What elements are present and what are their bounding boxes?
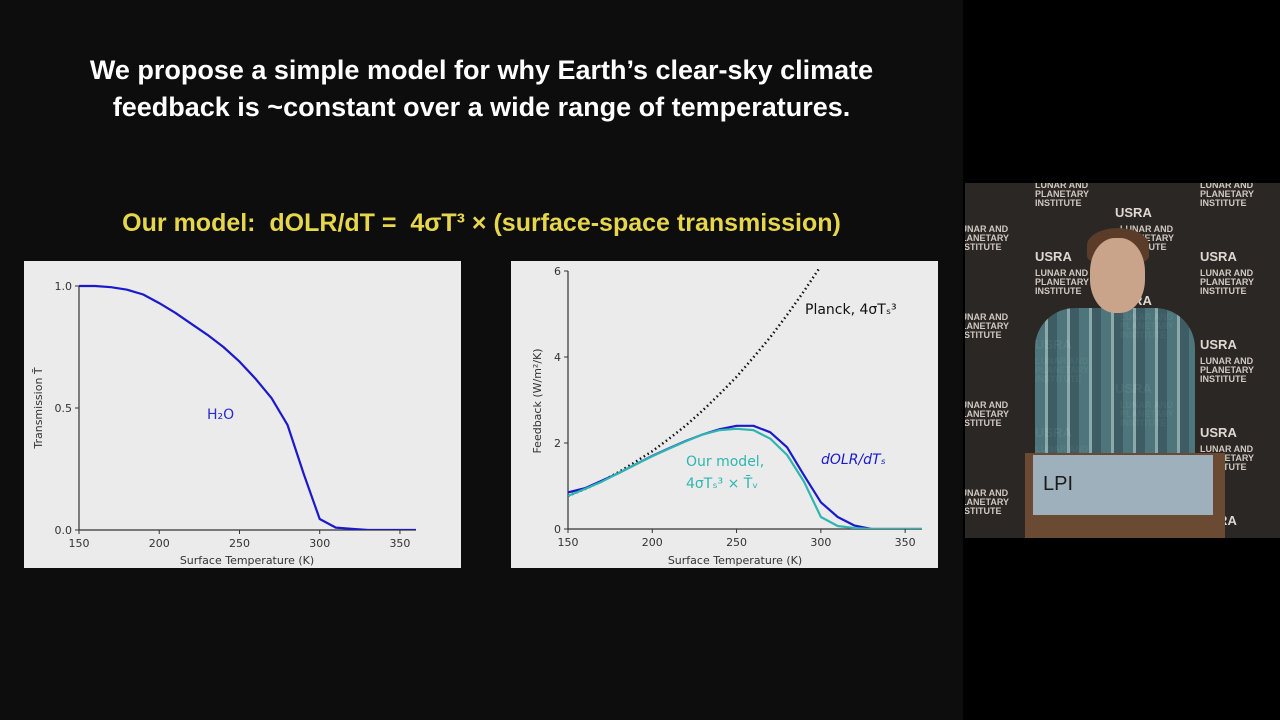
model-label-line-1: Our model, bbox=[686, 454, 764, 470]
lpi-backdrop-logo: LUNAR AND PLANETARY INSTITUTE bbox=[965, 488, 1009, 516]
x-tick-label: 200 bbox=[642, 536, 663, 549]
y-tick-label: 0.0 bbox=[55, 524, 73, 537]
y-tick-label: 0.5 bbox=[55, 402, 73, 415]
y-tick-label: 2 bbox=[554, 437, 561, 450]
x-axis-label: Surface Temperature (K) bbox=[668, 554, 802, 567]
y-tick-label: 6 bbox=[554, 265, 561, 278]
usra-backdrop-logo: USRA bbox=[1200, 337, 1237, 352]
transmission-chart-svg: Surface Temperature (K) Transmission T̄ … bbox=[32, 280, 416, 567]
y-tick-label: 1.0 bbox=[55, 280, 73, 293]
feedback-chart-svg: Surface Temperature (K) Feedback (W/m²/K… bbox=[531, 265, 922, 567]
x-tick-label: 250 bbox=[726, 536, 747, 549]
x-tick-label: 150 bbox=[69, 537, 90, 550]
usra-backdrop-logo: USRA bbox=[1200, 249, 1237, 264]
title-line-1: We propose a simple model for why Earth’… bbox=[89, 55, 874, 85]
x-axis-label: Surface Temperature (K) bbox=[180, 554, 314, 567]
dolr-label: dOLR/dTₛ bbox=[821, 452, 886, 468]
slide: We propose a simple model for why Earth’… bbox=[0, 0, 963, 720]
speaker-body bbox=[1035, 308, 1195, 458]
lpi-backdrop-logo: LUNAR AND PLANETARY INSTITUTE bbox=[965, 312, 1009, 340]
lpi-backdrop-logo: LUNAR AND PLANETARY INSTITUTE bbox=[1200, 268, 1254, 296]
x-tick-label: 200 bbox=[149, 537, 170, 550]
series-line-2 bbox=[568, 427, 922, 529]
x-tick-label: 300 bbox=[810, 536, 831, 549]
y-axis-label: Transmission T̄ bbox=[32, 367, 45, 450]
title-line-2: feedback is ~constant over a wide range … bbox=[112, 92, 851, 122]
usra-backdrop-logo: USRA bbox=[1035, 249, 1072, 264]
speaker-head bbox=[1090, 238, 1145, 313]
x-tick-label: 250 bbox=[229, 537, 250, 550]
usra-backdrop-logo: USRA bbox=[1115, 205, 1152, 220]
lpi-backdrop-logo: LUNAR AND PLANETARY INSTITUTE bbox=[1200, 183, 1254, 208]
lpi-backdrop-logo: LUNAR AND PLANETARY INSTITUTE bbox=[1035, 183, 1089, 208]
series-line-0 bbox=[79, 284, 416, 530]
podium-sign bbox=[1033, 455, 1213, 515]
x-tick-label: 350 bbox=[389, 537, 410, 550]
model-label-line-2: 4σTₛ³ × T̄ᵥ bbox=[686, 474, 758, 492]
lpi-backdrop-logo: LUNAR AND PLANETARY INSTITUTE bbox=[965, 224, 1009, 252]
h2o-label: H₂O bbox=[207, 407, 234, 423]
transmission-chart: Surface Temperature (K) Transmission T̄ … bbox=[24, 261, 461, 568]
x-tick-label: 350 bbox=[895, 536, 916, 549]
slide-title: We propose a simple model for why Earth’… bbox=[0, 52, 963, 126]
planck-label: Planck, 4σTₛ³ bbox=[805, 302, 897, 318]
feedback-chart: Surface Temperature (K) Feedback (W/m²/K… bbox=[511, 261, 938, 568]
lpi-backdrop-logo: LUNAR AND PLANETARY INSTITUTE bbox=[1200, 356, 1254, 384]
lpi-backdrop-logo: LUNAR AND PLANETARY INSTITUTE bbox=[965, 400, 1009, 428]
usra-backdrop-logo: USRA bbox=[1200, 425, 1237, 440]
y-axis-label: Feedback (W/m²/K) bbox=[531, 348, 544, 453]
lpi-backdrop-logo: LUNAR AND PLANETARY INSTITUTE bbox=[1035, 268, 1089, 296]
x-tick-label: 300 bbox=[309, 537, 330, 550]
y-tick-label: 0 bbox=[554, 523, 561, 536]
y-tick-label: 4 bbox=[554, 351, 561, 364]
x-tick-label: 150 bbox=[558, 536, 579, 549]
speaker-video: LUNAR AND PLANETARY INSTITUTE USRA LUNAR A… bbox=[965, 183, 1280, 538]
model-equation: Our model: dOLR/dT = 4σT³ × (surface-spa… bbox=[122, 209, 841, 237]
podium-logo: LPI bbox=[1043, 473, 1074, 495]
